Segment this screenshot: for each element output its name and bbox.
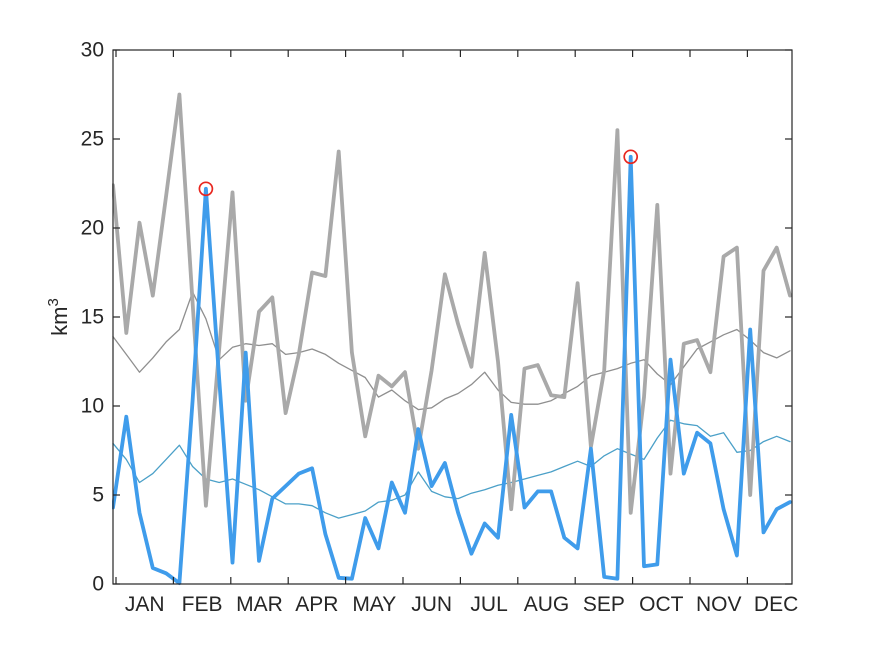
- x-month-label: MAR: [236, 593, 283, 616]
- highlight-marker-icon: [623, 149, 639, 165]
- x-month-label: FEB: [182, 593, 223, 616]
- x-month-label: OCT: [639, 593, 684, 616]
- series-thin-gray-line: [112, 291, 791, 411]
- y-axis-label: km3: [45, 298, 72, 336]
- highlight-marker-icon: [198, 181, 214, 197]
- x-month-label: JUN: [411, 593, 452, 616]
- x-month-label: JAN: [125, 593, 165, 616]
- x-month-label: AUG: [524, 593, 570, 616]
- y-tick-label: 15: [81, 306, 104, 329]
- y-tick-label: 10: [81, 395, 104, 418]
- x-month-label: DEC: [754, 593, 798, 616]
- y-tick-label: 25: [81, 128, 104, 151]
- series-thick-blue-line: [112, 154, 792, 585]
- y-tick-label: 5: [92, 484, 104, 507]
- y-tick-label: 30: [81, 39, 104, 62]
- x-month-label: MAY: [352, 593, 396, 616]
- y-tick-label: 20: [81, 217, 104, 240]
- x-month-label: SEP: [583, 593, 625, 616]
- x-month-label: JUL: [470, 593, 507, 616]
- x-month-label: APR: [295, 593, 338, 616]
- y-tick-label: 0: [92, 573, 104, 596]
- x-month-label: NOV: [696, 593, 742, 616]
